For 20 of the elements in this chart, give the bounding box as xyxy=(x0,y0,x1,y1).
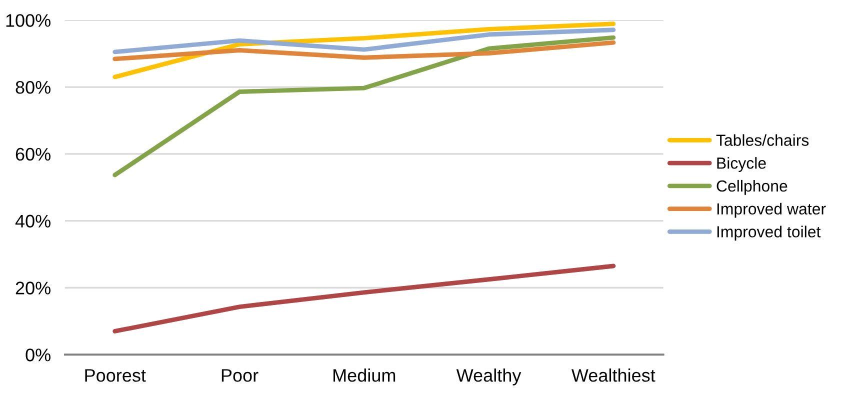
y-tick-label: 100% xyxy=(6,14,50,27)
legend-label: Bicycle xyxy=(717,157,766,172)
line-series xyxy=(112,35,616,178)
legend-label: Tables/chairs xyxy=(716,134,809,146)
y-tick-label: 40% xyxy=(15,214,50,228)
x-tick-label: Poor xyxy=(222,369,258,382)
y-tick-label: 0% xyxy=(26,348,50,362)
y-tick-label: 80% xyxy=(16,80,50,94)
x-tick-label: Wealthy xyxy=(456,368,522,386)
line-series xyxy=(112,28,616,54)
x-tick-label: Poorest xyxy=(85,369,146,382)
y-tick-label: 60% xyxy=(16,148,50,161)
line-series xyxy=(112,40,616,62)
y-tick-label: 20% xyxy=(16,282,50,294)
legend-label: Improved water xyxy=(717,202,826,218)
x-tick-label: Wealthiest xyxy=(571,368,656,382)
legend-label: Cellphone xyxy=(716,180,788,195)
x-tick-label: Medium xyxy=(334,368,396,382)
legend-label: Improved toilet xyxy=(717,226,821,241)
line-series xyxy=(112,264,616,334)
